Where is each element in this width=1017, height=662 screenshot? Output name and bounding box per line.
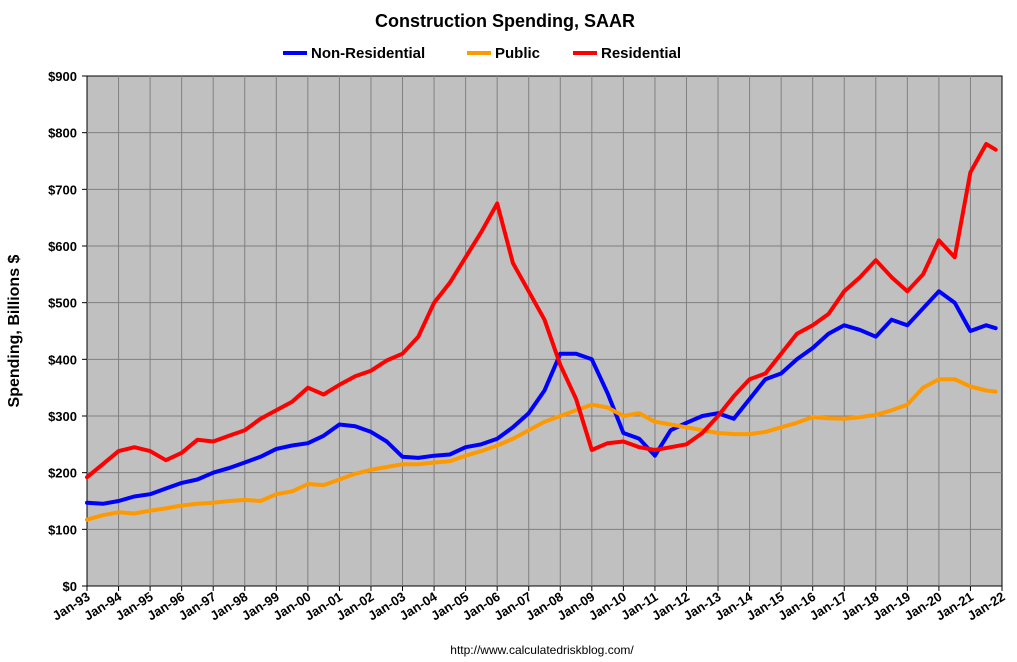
y-tick-label: $700 [48,182,77,197]
legend-label: Non-Residential [311,45,425,62]
y-tick-label: $800 [48,126,77,141]
legend: Non-Residential Public Residential [283,45,681,62]
series-line-non-residential [85,289,998,506]
y-tick-label: $600 [48,239,77,254]
y-tick-label: $900 [48,69,77,84]
y-tick-label: $0 [63,579,77,594]
series-line-residential [85,142,998,480]
y-tick-label: $400 [48,352,77,367]
series-line-public [85,377,998,522]
y-tick-label: $500 [48,296,77,311]
grid [87,76,1002,586]
y-tick-label: $200 [48,466,77,481]
series-lines [85,142,998,522]
legend-label: Residential [601,45,681,62]
y-tick-label: $100 [48,522,77,537]
y-axis-label: Spending, Billions $ [6,254,23,407]
legend-label: Public [495,45,540,62]
y-tick-label: $300 [48,409,77,424]
y-axis-ticks: $0 $100 $200 $300 $400 $500 $600 $700 $800 $900 [48,69,87,594]
source-url: http://www.calculatedriskblog.com/ [450,643,634,657]
chart-title: Construction Spending, SAAR [375,11,635,31]
